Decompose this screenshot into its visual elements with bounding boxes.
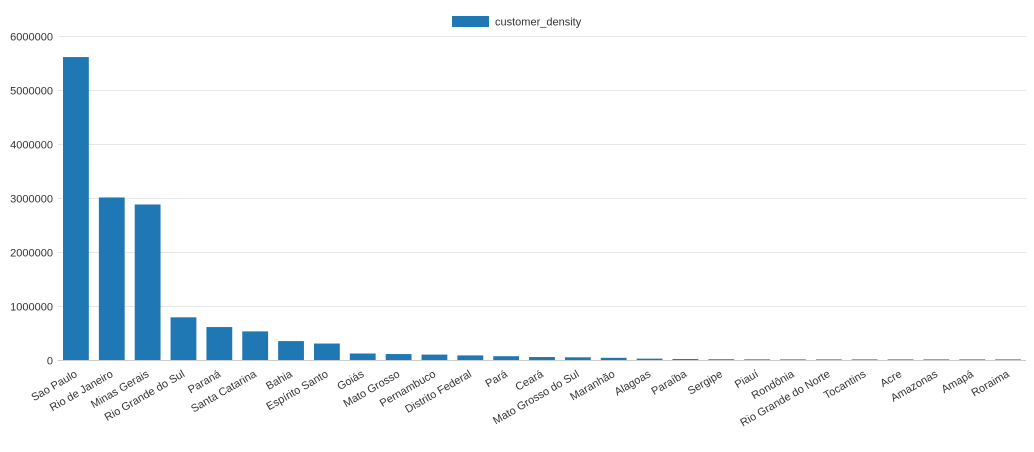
bar[interactable] [959,359,986,360]
bar[interactable] [600,357,627,360]
legend[interactable]: customer_density [452,16,582,29]
bar[interactable] [278,341,304,360]
y-tick-label: 5000000 [10,86,53,98]
bar[interactable] [206,327,233,360]
bar[interactable] [349,353,376,360]
legend-swatch[interactable] [452,16,489,27]
bars [63,57,1021,361]
y-tick-label: 1000000 [10,302,53,314]
bar[interactable] [493,356,520,360]
bar[interactable] [421,354,448,360]
y-tick-label: 0 [47,356,53,368]
x-tick-label: Roraima [970,368,1013,400]
bar[interactable] [242,331,269,360]
y-tick-label: 2000000 [10,248,53,260]
bar[interactable] [529,357,555,360]
bar[interactable] [708,359,735,360]
legend-label[interactable]: customer_density [495,17,582,29]
x-tick-label: Sergipe [686,368,725,397]
bar[interactable] [63,57,89,361]
bar[interactable] [636,358,663,360]
y-axis: 0 1000000 2000000 3000000 4000000 5000000 6000… [10,32,53,368]
bar[interactable] [923,359,950,360]
bar[interactable] [815,359,842,360]
bar[interactable] [851,359,878,360]
bar[interactable] [887,359,914,360]
bar[interactable] [780,359,806,360]
gridlines [58,36,1026,361]
bar[interactable] [995,359,1021,360]
y-tick-label: 4000000 [10,140,53,152]
bar[interactable] [134,204,161,360]
bar[interactable] [564,357,591,360]
x-tick-label: Espírito Santo [265,368,331,413]
x-tick-label: Pará [484,368,511,390]
y-tick-label: 3000000 [10,194,53,206]
x-tick-label: Paraíba [650,368,690,398]
x-tick-label: Alagoas [613,368,654,399]
bar[interactable] [744,359,771,360]
bar[interactable] [98,197,125,360]
bar[interactable] [313,343,340,360]
y-tick-label: 6000000 [10,32,53,44]
bar[interactable] [457,355,484,360]
bar[interactable] [672,359,699,360]
bar[interactable] [385,354,412,360]
bar[interactable] [170,317,197,360]
